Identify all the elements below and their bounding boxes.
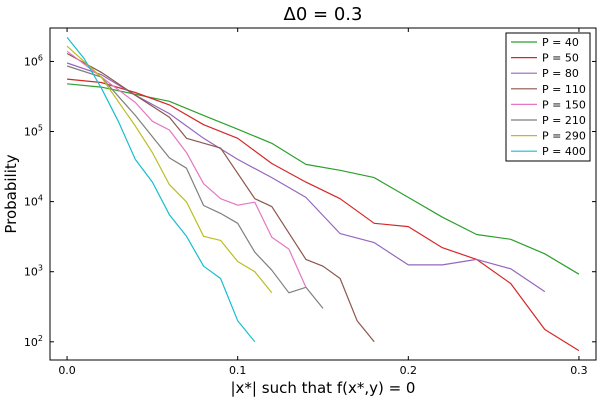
legend-label-p-50: P = 50 (542, 52, 579, 65)
series-line-p-210 (66, 65, 324, 309)
series-line-p-80 (66, 62, 546, 293)
y-tick-label: 104 (24, 194, 43, 209)
x-tick-label: 0.3 (570, 364, 588, 377)
y-tick-label: 103 (24, 264, 43, 279)
x-axis-label: |x*| such that f(x*,y) = 0 (231, 379, 416, 397)
legend: P = 40 P = 50 P = 80 P = 110 P = 150 P = 210 P… (505, 32, 591, 162)
legend-label-p-210: P = 210 (542, 114, 586, 127)
plot-frame (49, 27, 597, 361)
legend-box (505, 32, 591, 162)
chart-title: Δ0 = 0.3 (284, 4, 363, 25)
series-line-p-40 (67, 83, 580, 275)
series-line-p-150 (66, 50, 307, 288)
x-tick-label: 0.0 (58, 364, 76, 377)
y-tick-label: 102 (24, 334, 43, 349)
legend-label-p-110: P = 110 (542, 83, 586, 96)
legend-label-p-40: P = 40 (542, 36, 579, 49)
series-line-p-110 (66, 52, 375, 343)
x-tick-label: 0.2 (400, 364, 418, 377)
legend-label-p-400: P = 400 (542, 145, 586, 158)
y-tick-label: 106 (24, 53, 43, 68)
y-axis-label: Probability (2, 154, 20, 233)
series-line-p-50 (67, 78, 580, 352)
series-line-p-290 (66, 45, 273, 294)
legend-label-p-150: P = 150 (542, 98, 586, 111)
y-tick-label: 105 (24, 124, 43, 139)
x-tick-label: 0.1 (229, 364, 247, 377)
series-line-p-400 (66, 37, 256, 343)
axis-ticks: 0.0 0.1 0.2 0.3 102 103 104 105 106 (24, 28, 596, 377)
legend-label-p-290: P = 290 (542, 130, 586, 143)
legend-label-p-80: P = 80 (542, 67, 579, 80)
series-lines (66, 37, 580, 352)
